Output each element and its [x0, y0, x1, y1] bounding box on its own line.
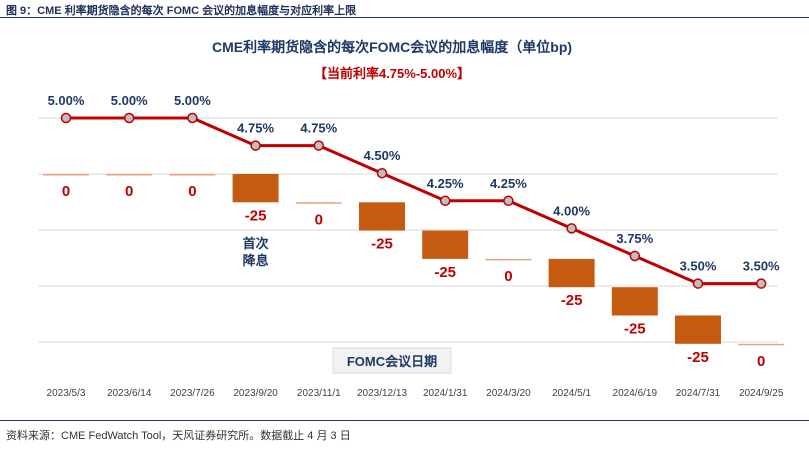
rate-marker	[250, 140, 261, 151]
bar-label: -25	[371, 236, 393, 253]
rate-marker	[376, 167, 388, 179]
bar-2023/12/13	[359, 202, 405, 231]
rate-label: 4.75%	[300, 121, 337, 136]
bar-2023/11/1	[295, 202, 342, 204]
rate-label: 4.25%	[427, 176, 464, 191]
rate-marker	[123, 112, 135, 124]
x-tick-label: 2023/12/13	[357, 388, 407, 399]
x-tick-label: 2024/5/1	[552, 388, 591, 399]
bar-2023/5/3	[43, 174, 89, 176]
bar-label: 0	[757, 353, 765, 370]
x-tick-label: 2023/6/14	[107, 388, 152, 399]
bar-2024/7/31	[675, 315, 721, 344]
rate-label: 4.25%	[490, 176, 527, 191]
annotation-group: 首次降息	[243, 236, 269, 268]
chart-title: CME利率期货隐含的每次FOMC会议的加息幅度（单位bp)	[212, 39, 572, 55]
x-tick-label: 2023/11/1	[297, 388, 341, 399]
x-tick-label: 2023/7/26	[170, 388, 215, 399]
bar-2024/6/19	[611, 287, 658, 316]
chart-subtitle: 【当前利率4.75%-5.00%】	[314, 66, 470, 81]
bar-label: 0	[62, 183, 70, 200]
bar-label: 0	[188, 183, 196, 200]
rate-line	[60, 112, 767, 289]
x-axis-title: FOMC会议日期	[347, 354, 437, 369]
rate-line-path	[66, 116, 762, 286]
bar-label: -25	[561, 292, 583, 309]
source-note: 资料来源：CME FedWatch Tool，天风证券研究所。数据截止 4 月 …	[6, 430, 351, 442]
first-cut-annotation: 首次降息	[243, 236, 269, 268]
xlabel-box	[332, 347, 452, 374]
bar-2024/9/25	[738, 343, 785, 346]
rate-hike-chart: CME利率期货隐含的每次FOMC会议的加息幅度（单位bp) 【当前利率4.75%…	[38, 39, 785, 399]
rate-marker	[503, 195, 514, 207]
rate-label: 4.50%	[364, 148, 401, 163]
rate-marker	[755, 278, 767, 289]
rate-label: 4.00%	[553, 203, 590, 218]
x-tick-label: 2024/3/20	[486, 388, 531, 399]
bar-2023/6/14	[106, 174, 153, 176]
rate-marker	[566, 223, 577, 234]
x-tick-label: 2024/7/31	[676, 388, 721, 399]
x-tick-label: 2024/6/19	[613, 388, 658, 399]
bar-label: -25	[624, 321, 646, 338]
bars	[43, 174, 785, 346]
rate-marker	[187, 112, 198, 124]
rate-label: 3.50%	[680, 259, 717, 274]
rate-marker	[629, 250, 641, 262]
bar-label: -25	[434, 264, 456, 281]
bar-2024/5/1	[548, 258, 595, 288]
bar-2023/9/20	[232, 174, 279, 203]
rate-label: 3.75%	[616, 231, 653, 246]
labels: 0 0 0 -25 0 -25 -25 0 -25 -25 -25 0 5.00% 5.00% 5.00% 4…	[48, 93, 781, 370]
rate-marker	[692, 278, 704, 289]
xlabel-group: FOMC会议日期	[332, 347, 452, 374]
x-tick-label: 2023/9/20	[233, 388, 278, 399]
rate-label: 3.50%	[743, 259, 780, 274]
bar-label: 0	[315, 211, 323, 228]
rate-label: 4.75%	[237, 121, 274, 136]
source-divider	[0, 420, 809, 421]
rate-label: 5.00%	[174, 93, 211, 108]
figure-caption: 图 9：CME 利率期货隐含的每次 FOMC 会议的加息幅度与对应利率上限	[6, 5, 357, 17]
bar-label: -25	[245, 207, 267, 224]
rate-label: 5.00%	[111, 93, 148, 108]
rate-marker	[60, 112, 72, 124]
bar-2024/1/31	[422, 230, 469, 259]
bar-label: 0	[504, 268, 512, 285]
caption-divider	[0, 17, 809, 18]
x-tick-label: 2024/9/25	[739, 388, 784, 399]
x-tick-label: 2024/1/31	[423, 388, 468, 399]
x-tick-labels: 2023/5/3 2023/6/14 2023/7/26 2023/9/20 2023/…	[47, 388, 784, 399]
bar-label: 0	[125, 183, 133, 200]
rate-marker	[439, 195, 451, 207]
bar-2023/7/26	[169, 174, 216, 176]
x-tick-label: 2023/5/3	[47, 388, 86, 399]
bar-2024/3/20	[485, 258, 532, 261]
bar-label: -25	[687, 349, 709, 366]
rate-label: 5.00%	[48, 93, 85, 108]
rate-marker	[313, 140, 325, 151]
gridlines	[38, 117, 778, 343]
